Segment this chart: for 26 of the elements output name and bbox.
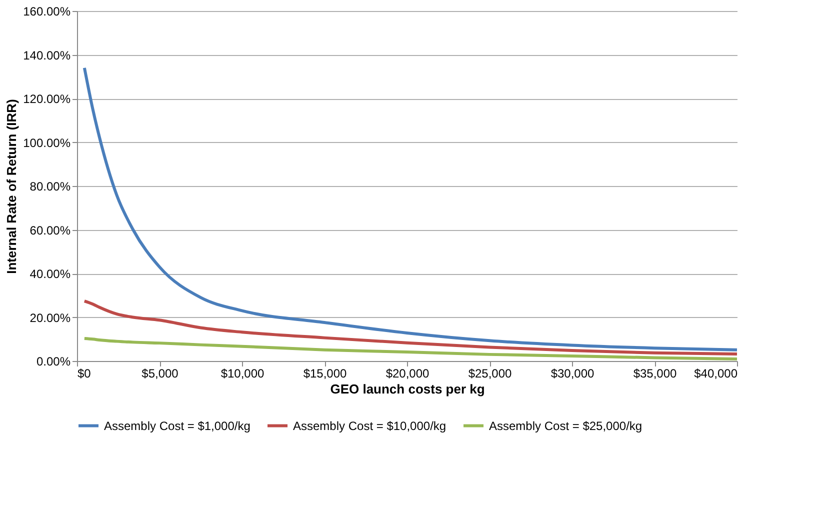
y-tick-label: 160.00% (23, 4, 71, 18)
legend-label: Assembly Cost = $1,000/kg (104, 418, 250, 433)
x-tick-label: $20,000 (386, 366, 430, 380)
y-tick-label: 140.00% (23, 48, 71, 62)
y-tick-label: 100.00% (23, 136, 71, 150)
y-tick-label: 0.00% (36, 354, 71, 368)
x-tick-label: $0 (78, 366, 92, 380)
x-tick-label: $35,000 (633, 366, 678, 380)
x-axis-title: GEO launch costs per kg (330, 382, 485, 396)
legend-label: Assembly Cost = $10,000/kg (293, 418, 446, 433)
y-tick-label: 40.00% (30, 267, 71, 281)
x-tick-label: $30,000 (550, 366, 595, 380)
y-tick-label: 80.00% (30, 180, 71, 194)
line-series (82, 300, 738, 356)
y-tick-label: 60.00% (30, 223, 71, 238)
x-tick-label: $10,000 (220, 366, 265, 380)
y-axis-title: Internal Rate of Return (IRR) (4, 99, 20, 274)
x-tick-label: $15,000 (303, 366, 348, 380)
legend-label: Assembly Cost = $25,000/kg (489, 418, 642, 433)
y-tick-label: 120.00% (23, 92, 71, 106)
x-tick-label: $5,000 (142, 366, 179, 380)
x-tick-label: $25,000 (468, 366, 512, 380)
line-series (82, 336, 738, 361)
line-series (82, 66, 738, 352)
y-tick-label: 20.00% (30, 310, 71, 325)
x-tick-label: $40,000 (694, 366, 738, 380)
